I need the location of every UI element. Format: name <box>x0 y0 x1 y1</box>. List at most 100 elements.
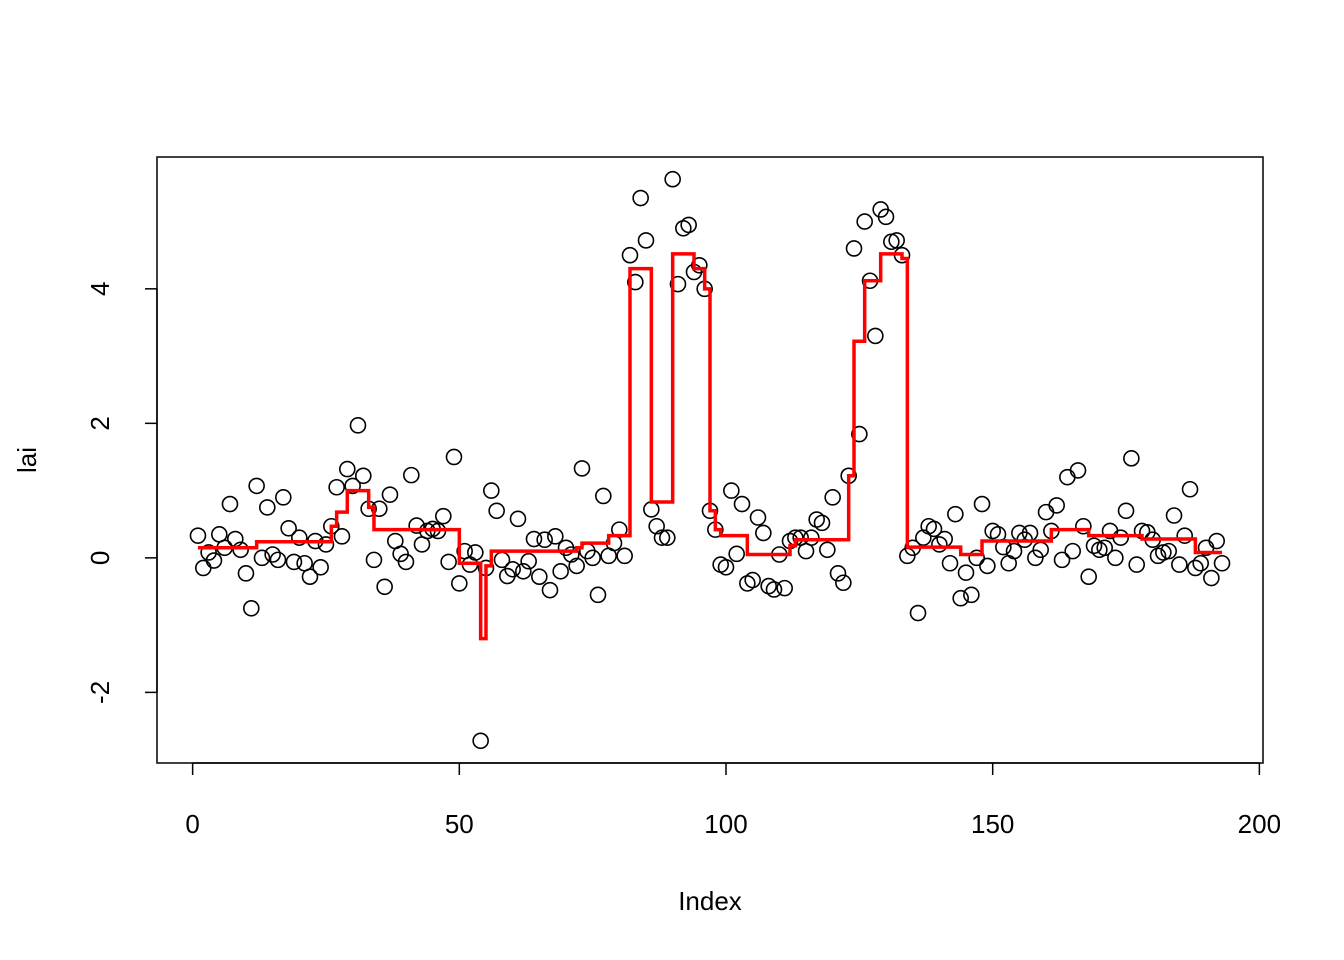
data-point <box>845 240 863 257</box>
data-point <box>1005 542 1023 560</box>
data-point <box>440 553 457 571</box>
data-point <box>957 564 975 581</box>
data-point <box>1208 532 1226 550</box>
data-point <box>301 568 319 585</box>
data-point <box>1107 549 1124 567</box>
data-point <box>376 578 393 596</box>
data-point <box>1080 568 1097 585</box>
data-point <box>984 522 1001 540</box>
data-point <box>509 510 527 528</box>
data-point <box>728 545 745 563</box>
data-point <box>1112 529 1129 546</box>
data-point <box>397 553 415 571</box>
data-point <box>595 487 612 505</box>
data-point <box>445 448 463 466</box>
data-point <box>189 527 207 544</box>
data-point <box>979 557 996 575</box>
data-point <box>483 482 500 499</box>
data-point <box>584 549 601 567</box>
data-point <box>947 505 964 523</box>
data-point <box>504 560 521 578</box>
data-point <box>552 563 569 580</box>
data-point <box>232 541 249 559</box>
data-point <box>1160 542 1177 560</box>
data-point <box>1203 569 1220 587</box>
data-point <box>269 551 287 569</box>
data-point <box>968 549 985 567</box>
data-point <box>744 571 761 589</box>
data-point <box>829 565 847 582</box>
data-point <box>1192 554 1210 572</box>
data-point <box>803 529 820 546</box>
data-point <box>680 216 697 234</box>
data-point <box>1155 544 1172 561</box>
data-point <box>291 529 308 546</box>
data-point <box>643 501 660 518</box>
data-point <box>627 273 644 291</box>
data-point <box>1053 551 1071 569</box>
data-point <box>776 579 793 597</box>
data-point <box>312 558 329 576</box>
data-point <box>589 586 607 604</box>
data-point <box>1213 554 1231 572</box>
data-point <box>883 233 900 251</box>
data-point <box>1096 539 1113 557</box>
data-point <box>451 575 468 592</box>
data-point <box>1176 527 1194 544</box>
data-point <box>221 495 239 513</box>
data-point <box>285 553 303 571</box>
data-point <box>365 551 383 569</box>
data-point <box>541 581 559 599</box>
data-point <box>637 232 655 249</box>
data-point <box>733 495 751 513</box>
data-point <box>328 478 345 496</box>
data-point <box>760 577 777 595</box>
data-point <box>536 531 553 549</box>
data-point <box>264 546 281 563</box>
data-point <box>813 514 831 532</box>
data-point <box>488 502 505 520</box>
data-point <box>520 552 537 570</box>
data-point <box>925 520 943 538</box>
data-point <box>1075 517 1092 535</box>
data-point <box>973 495 991 513</box>
data-point <box>675 219 692 237</box>
data-point <box>259 499 276 516</box>
data-point <box>349 417 367 434</box>
data-point <box>1037 503 1055 521</box>
x-tick-label: 150 <box>971 809 1014 839</box>
data-point <box>1128 556 1145 573</box>
x-tick-label: 0 <box>185 809 199 839</box>
data-point <box>344 477 361 495</box>
data-point <box>403 466 420 484</box>
data-point <box>275 489 292 506</box>
data-point <box>525 530 543 548</box>
data-point <box>1123 450 1140 467</box>
data-point <box>531 568 548 585</box>
data-point <box>856 213 873 230</box>
y-tick-label: 2 <box>85 416 115 430</box>
data-point <box>915 529 932 546</box>
data-point <box>205 552 223 569</box>
data-point <box>200 544 217 561</box>
data-point <box>755 524 772 542</box>
data-point <box>867 327 884 345</box>
data-point <box>339 460 356 478</box>
data-point <box>835 574 852 592</box>
x-tick-label: 200 <box>1238 809 1281 839</box>
y-tick-label: 4 <box>85 282 115 296</box>
data-point <box>888 232 905 249</box>
data-point <box>280 519 297 537</box>
data-point <box>808 511 825 528</box>
data-point <box>253 549 271 567</box>
data-point <box>717 558 735 576</box>
data-point <box>659 529 676 546</box>
data-point <box>1085 537 1103 555</box>
data-point <box>515 563 532 580</box>
data-point <box>1048 497 1065 514</box>
data-point <box>1165 507 1183 524</box>
x-tick-label: 50 <box>445 809 474 839</box>
data-point <box>1059 468 1076 486</box>
data-point <box>237 565 255 582</box>
